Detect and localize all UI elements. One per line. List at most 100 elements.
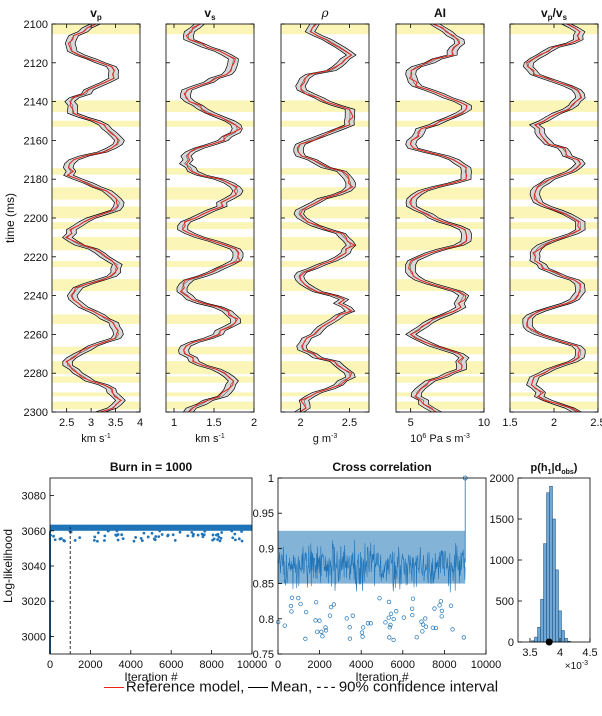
loglik-point: [146, 535, 150, 539]
xcorr-chart: 0 2000 4000 6000 8000 10000 0.75 0.8 0.85 0.9 0.95…: [253, 460, 502, 684]
panel-title: vp: [90, 6, 102, 22]
xcorr-point: [391, 616, 396, 622]
highlight-band: [281, 168, 369, 175]
xcorr-point: [430, 625, 436, 630]
x-tick-label: 2: [551, 417, 557, 429]
highlight-band: [281, 222, 369, 230]
loglik-point: [96, 531, 100, 535]
xcorr-point: [423, 624, 429, 629]
xcorr-point: [347, 625, 352, 630]
xcorr-point: [388, 611, 394, 616]
xcorr-point: [420, 629, 425, 634]
legend-reference-label: Reference model,: [125, 678, 245, 696]
loglik-point: [152, 537, 156, 541]
xcorr-point: [410, 596, 416, 601]
x-axis-label: Iteration #: [355, 670, 409, 684]
loglik-point: [157, 535, 161, 539]
x-axis-label: km s-1: [195, 433, 225, 445]
ci-lower-line: [176, 23, 234, 413]
loglik-point: [142, 531, 146, 535]
x-tick-label: 4: [557, 647, 563, 659]
loglik-point: [158, 529, 162, 533]
x-tick-label: 2.5: [342, 417, 357, 429]
loglik-point: [116, 538, 120, 542]
highlight-band: [166, 401, 254, 410]
highlight-band: [510, 100, 598, 112]
highlight-band: [510, 206, 598, 219]
highlight-band: [281, 236, 369, 251]
histogram-bar: [561, 630, 565, 643]
legend: Reference model, Mean, - - - 90% confide…: [0, 678, 602, 696]
xcorr-point: [360, 625, 366, 630]
loglik-point: [220, 531, 224, 534]
loglik-point: [62, 539, 66, 542]
y-tick-label: 2140: [24, 97, 48, 109]
y-tick-label: 2300: [24, 407, 48, 419]
highlight-band: [166, 314, 254, 325]
log-panel-vs: 1 1.5 2 vs km s-1: [165, 6, 257, 445]
highlight-band: [396, 361, 484, 375]
loglik-point: [107, 529, 110, 533]
x-axis-label: km s-1: [81, 433, 111, 445]
ci-lower-line: [522, 23, 577, 413]
panel-title: vs: [204, 6, 216, 22]
xcorr-point: [387, 625, 392, 630]
highlight-band: [281, 120, 369, 127]
loglik-point: [115, 529, 119, 533]
highlight-band: [396, 260, 484, 268]
ci-upper-line: [532, 23, 586, 413]
loglik-point: [121, 537, 125, 541]
highlight-band: [52, 392, 140, 397]
x-tick-label: 2.5: [59, 417, 74, 429]
log-panel-vp: 2.5 3 3.5 4 2100 2120 2140 2160 2180 2200 2220 2240…: [3, 6, 143, 445]
loglik-point: [201, 535, 205, 539]
legend-mean-swatch: [248, 686, 269, 688]
xcorr-point: [303, 609, 309, 615]
y-tick-label: 3060: [22, 526, 46, 538]
xcorr-point: [298, 601, 303, 607]
highlight-band: [166, 168, 254, 175]
loglik-point: [217, 535, 221, 539]
y-tick-label: 0.75: [253, 649, 274, 661]
xcorr-point: [323, 625, 328, 630]
x-tick-label: 10000: [237, 659, 268, 671]
highlight-band: [396, 168, 484, 175]
histogram-bar: [543, 543, 547, 643]
y-tick-label: 3040: [22, 561, 46, 573]
xcorr-point: [437, 603, 442, 608]
highlight-band: [281, 376, 369, 383]
loglik-point: [218, 539, 222, 543]
y-axis-label: time (ms): [3, 193, 17, 243]
highlight-band: [52, 346, 140, 355]
highlight-band: [510, 168, 598, 175]
loglik-point: [78, 536, 82, 540]
xcorr-point: [288, 603, 294, 609]
y-tick-label: 0.85: [253, 579, 274, 591]
highlight-band: [396, 392, 484, 397]
loglik-point: [103, 539, 106, 542]
loglik-trace: [50, 524, 252, 531]
y-axis-label: Log-likelihood: [1, 529, 15, 603]
x-tick-label: 5: [408, 417, 414, 429]
x-tick-label: 10: [478, 417, 490, 429]
xcorr-point: [448, 603, 454, 608]
loglik-point: [231, 536, 235, 540]
posterior-histogram: 3.5 4 4.5 0 500 1000 1500 2000 ×10-3 p(h1|dobs): [490, 462, 598, 672]
xcorr-point: [461, 635, 466, 640]
loglik-point: [166, 533, 170, 537]
legend-ci-dash: - - -: [316, 678, 335, 696]
xcorr-point: [289, 609, 294, 614]
loglik-point: [59, 537, 63, 540]
x-tick-label: 6000: [391, 659, 415, 671]
ci-upper-line: [186, 23, 244, 413]
highlight-band: [52, 376, 140, 383]
x-tick-label: 3.5: [108, 417, 123, 429]
y-tick-label: 0.95: [253, 508, 274, 520]
loglik-point: [134, 535, 138, 539]
x-tick-label: 1.5: [206, 417, 221, 429]
loglik-point: [92, 538, 96, 542]
histogram-bar: [537, 626, 541, 643]
y-tick-label: 0.9: [259, 543, 274, 555]
loglik-point: [233, 532, 237, 536]
